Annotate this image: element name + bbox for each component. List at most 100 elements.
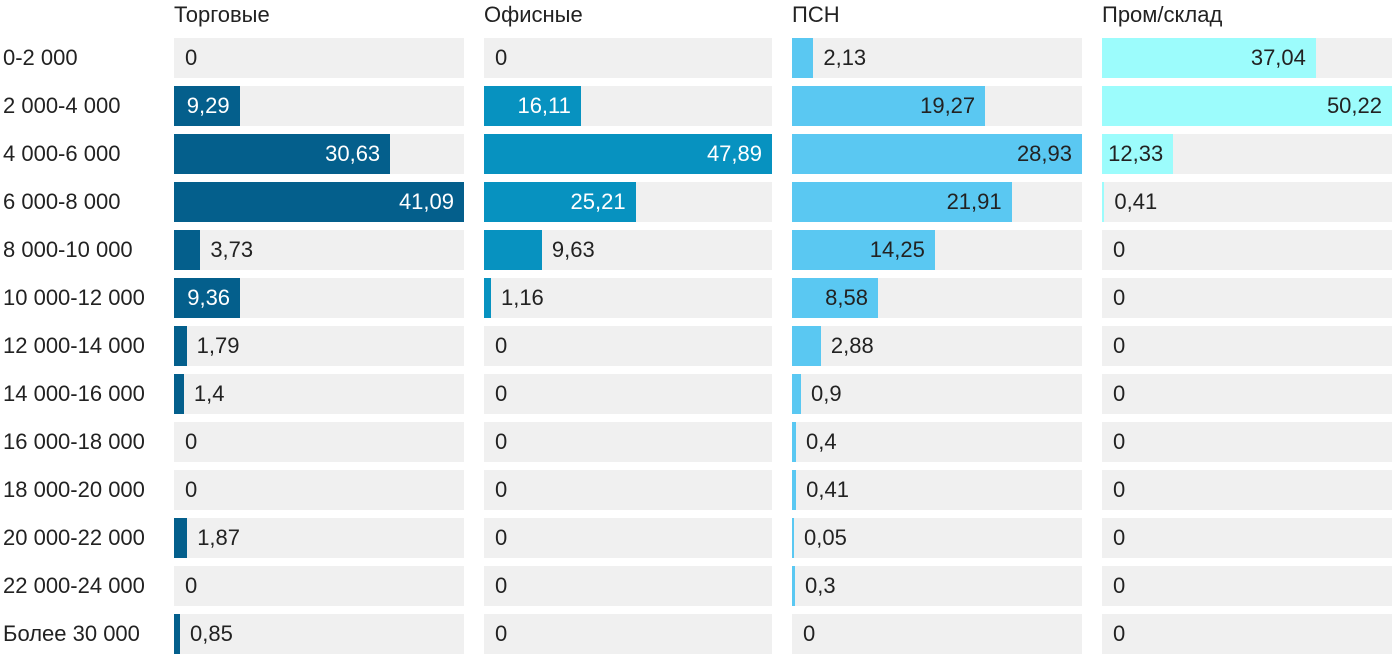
bar [484,182,636,222]
bar-value-label: 0 [1113,573,1126,598]
bar-cell: 0,85 [174,614,464,654]
row-label: 4 000-6 000 [3,141,121,166]
bar-value-label: 37,04 [1250,45,1306,70]
row-label: 20 000-22 000 [3,525,145,550]
bar [1102,182,1105,222]
bar-value-label: 0 [1113,621,1126,646]
bar-cell: 1,16 [484,278,772,318]
bar-value-label: 0,9 [811,381,842,406]
bar-cell: 0 [484,518,772,558]
bar-cell: 41,09 [174,182,464,222]
bar-cell: 0 [1102,278,1392,318]
bar-cell: 0 [484,38,772,78]
bar-value-label: 0 [1113,525,1126,550]
bar-cell: 37,04 [1102,38,1392,78]
column-header: Офисные [484,2,583,27]
bar [484,278,491,318]
bar-cell: 0 [1102,422,1392,462]
bar-value-label: 21,91 [946,189,1002,214]
bar-value-label: 0 [1113,381,1126,406]
row-label: 12 000-14 000 [3,333,145,358]
bar-cell: 9,29 [174,86,464,126]
bar-value-label: 1,79 [196,333,240,358]
row-label: 0-2 000 [3,45,78,70]
bar [174,614,180,654]
bar [174,86,240,126]
bar-cell: 9,36 [174,278,464,318]
bar [484,86,581,126]
bar [792,278,878,318]
bar-value-label: 8,58 [825,285,868,310]
bar-value-label: 9,63 [551,237,595,262]
bar-cell: 0 [484,422,772,462]
bar-value-label: 0 [185,45,198,70]
bar-value-label: 2,88 [830,333,874,358]
bar-cell: 0 [174,38,464,78]
bar-value-label: 0 [495,429,508,454]
bar-value-label: 0 [495,381,508,406]
bar-cell: 16,11 [484,86,772,126]
bar [174,182,464,222]
bar [1102,86,1392,126]
bar-cell: 2,13 [792,38,1082,78]
bar-cell: 0,05 [792,518,1082,558]
bar-value-label: 47,89 [706,141,762,166]
bar-value-label: 0 [185,429,198,454]
row-label: Более 30 000 [3,621,140,646]
bar-cell: 0 [1102,614,1392,654]
bar [174,230,201,270]
bar-value-label: 1,4 [193,381,225,406]
bar [792,422,796,462]
bar-cell: 21,91 [792,182,1082,222]
bar-value-label: 0 [495,525,508,550]
bar-cell: 8,58 [792,278,1082,318]
bar-cell: 1,79 [174,326,464,366]
bar-value-label: 0 [495,621,508,646]
bar-value-label: 16,11 [517,93,571,118]
bar-cell: 0 [792,614,1082,654]
row-label: 2 000-4 000 [3,93,121,118]
bar-cell: 0,41 [792,470,1082,510]
bar-value-label: 14,25 [869,237,925,262]
bar-value-label: 0 [1113,333,1126,358]
column-header: Пром/склад [1102,2,1223,27]
bar [792,230,935,270]
bar-value-label: 0 [495,573,508,598]
bar-cell: 2,88 [792,326,1082,366]
bar [792,470,797,510]
bar-value-label: 0,41 [1114,189,1158,214]
bar-cell: 3,73 [174,230,464,270]
bar [174,326,187,366]
bar-cell: 0 [484,374,772,414]
bar-cell: 50,22 [1102,86,1392,126]
bar-value-label: 3,73 [210,237,254,262]
bar-cell: 12,33 [1102,134,1392,174]
bar-value-label: 0,05 [804,525,847,550]
bar-cell: 0 [174,566,464,606]
bar-value-label: 12,33 [1108,141,1164,166]
bar-value-label: 41,09 [398,189,454,214]
bar-cell: 25,21 [484,182,772,222]
bar-value-label: 1,16 [500,285,544,310]
bar [1102,134,1174,174]
bar [174,374,184,414]
bar-value-label: 0 [495,45,508,70]
bar-value-label: 2,13 [823,45,867,70]
bar-cell: 0,9 [792,374,1082,414]
row-label: 10 000-12 000 [3,285,145,310]
bar [1102,38,1316,78]
bar-value-label: 0 [1113,237,1126,262]
bar-value-label: 28,93 [1016,141,1072,166]
bar-value-label: 0 [185,477,198,502]
bar [484,134,772,174]
bar-value-label: 9,29 [186,93,230,118]
bar-value-label: 0 [185,573,198,598]
bar [792,86,986,126]
bar-value-label: 0,85 [189,621,233,646]
bar-cell: 47,89 [484,134,772,174]
bar-value-label: 0 [495,477,508,502]
bar [792,566,795,606]
bar-value-label: 0 [803,621,816,646]
bar-value-label: 19,27 [920,93,976,118]
bar-value-label: 50,22 [1326,93,1382,118]
